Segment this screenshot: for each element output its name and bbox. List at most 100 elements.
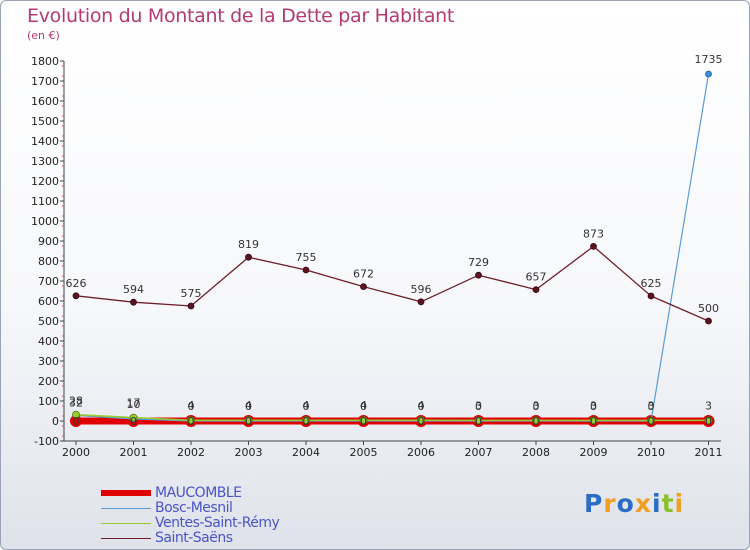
- data-label-bosc-mesnil: 0: [648, 400, 655, 413]
- series-line-bosc-mesnil: [75, 73, 710, 422]
- data-label-maucomble: 0: [533, 415, 540, 428]
- data-label-maucomble: 0: [590, 415, 597, 428]
- logo-letter: r: [603, 489, 617, 518]
- data-labels: 28 10 0 0 0 0 0 0 0 0 0 1735 32 17 4 4 4 4 4 3 3 3 3 3 626 594 575…: [66, 53, 723, 428]
- legend-swatch-ventes-saint-r-my: [101, 523, 151, 524]
- y-tick-label: 1000: [31, 215, 59, 228]
- proxiti-logo: Proxiti: [584, 489, 684, 518]
- data-label-ventes-saint-r-my: 32: [69, 397, 83, 410]
- data-label-saint-sa-ns: 729: [468, 256, 489, 269]
- y-tick-label: 600: [38, 295, 59, 308]
- data-label-ventes-saint-r-my: 3: [648, 399, 655, 412]
- y-tick-label: 1500: [31, 115, 59, 128]
- data-label-maucomble: 0: [648, 415, 655, 428]
- data-point-ventes-saint-r-my: [704, 416, 713, 425]
- data-point-ventes-saint-r-my: [647, 416, 655, 425]
- data-point-saint-sa-ns: [302, 266, 310, 274]
- x-tick-label: 2009: [580, 446, 608, 459]
- data-label-bosc-mesnil: 0: [418, 400, 425, 413]
- y-tick-label: -100: [34, 435, 59, 448]
- data-label-ventes-saint-r-my: 4: [188, 399, 195, 412]
- data-point-saint-sa-ns: [72, 292, 80, 300]
- y-tick-label: 1800: [31, 55, 59, 68]
- legend-swatch-saint-sa-ns: [101, 538, 151, 539]
- data-label-bosc-mesnil: 0: [533, 400, 540, 413]
- data-label-saint-sa-ns: 625: [641, 277, 662, 290]
- x-tick-label: 2004: [292, 446, 320, 459]
- y-tick-label: 200: [38, 375, 59, 388]
- data-label-saint-sa-ns: 672: [353, 268, 374, 281]
- series-lines: [70, 70, 715, 427]
- data-point-bosc-mesnil: [705, 70, 712, 78]
- x-tick-label: 2003: [235, 446, 263, 459]
- series-line-saint-sa-ns: [75, 245, 709, 322]
- x-tick-label: 2000: [62, 446, 90, 459]
- legend-label-saint-sa-ns: Saint-Saëns: [155, 530, 233, 546]
- data-label-saint-sa-ns: 500: [698, 302, 719, 315]
- x-tick-label: 2002: [177, 446, 205, 459]
- data-label-maucomble: 0: [73, 415, 80, 428]
- data-point-saint-sa-ns: [130, 298, 137, 306]
- data-point-saint-sa-ns: [590, 242, 597, 250]
- y-tick-label: 500: [38, 315, 59, 328]
- data-label-ventes-saint-r-my: 3: [705, 399, 712, 412]
- y-tick-label: 300: [38, 355, 59, 368]
- data-point-ventes-saint-r-my: [417, 416, 425, 425]
- data-point-saint-sa-ns: [245, 253, 252, 261]
- y-tick-label: 1300: [31, 155, 59, 168]
- data-label-bosc-mesnil: 0: [360, 400, 367, 413]
- data-point-saint-sa-ns: [187, 302, 195, 310]
- data-label-ventes-saint-r-my: 4: [360, 399, 367, 412]
- data-point-saint-sa-ns: [532, 286, 540, 294]
- data-label-saint-sa-ns: 594: [123, 283, 144, 296]
- y-tick-label: 1100: [31, 195, 59, 208]
- logo-letter: x: [634, 489, 652, 518]
- data-label-bosc-mesnil: 28: [69, 394, 83, 407]
- x-tick-label: 2005: [350, 446, 378, 459]
- data-label-saint-sa-ns: 596: [411, 283, 432, 296]
- axes: -100010020030040050060070080090010001100…: [31, 55, 723, 459]
- y-tick-label: 1700: [31, 75, 59, 88]
- logo-letter: P: [584, 489, 604, 518]
- x-tick-label: 2011: [695, 446, 723, 459]
- data-point-saint-sa-ns: [705, 317, 712, 325]
- y-tick-label: 0: [52, 415, 59, 428]
- data-label-maucomble: 0: [475, 415, 482, 428]
- x-tick-label: 2010: [637, 446, 665, 459]
- data-label-saint-sa-ns: 626: [66, 277, 87, 290]
- data-label-bosc-mesnil: 10: [127, 398, 141, 411]
- y-tick-label: 1400: [31, 135, 59, 148]
- data-point-saint-sa-ns: [647, 292, 655, 300]
- chart-unit: (en €): [27, 29, 60, 42]
- data-label-maucomble: 0: [418, 415, 425, 428]
- legend-swatch-bosc-mesnil: [101, 508, 151, 509]
- data-label-ventes-saint-r-my: 3: [475, 399, 482, 412]
- logo-letter: o: [616, 489, 635, 518]
- series-line-ventes-saint-r-my: [75, 413, 709, 422]
- logo-letter: i: [674, 489, 685, 518]
- data-label-ventes-saint-r-my: 4: [303, 399, 310, 412]
- data-label-maucomble: 0: [130, 415, 137, 428]
- data-label-ventes-saint-r-my: 3: [590, 399, 597, 412]
- data-label-bosc-mesnil: 0: [245, 400, 252, 413]
- logo-letter: t: [661, 489, 675, 518]
- data-label-maucomble: 0: [188, 415, 195, 428]
- y-tick-label: 1200: [31, 175, 59, 188]
- y-tick-label: 100: [38, 395, 59, 408]
- data-label-maucomble: 0: [303, 415, 310, 428]
- data-label-saint-sa-ns: 575: [181, 287, 202, 300]
- legend-swatch-maucomble: [101, 490, 151, 496]
- data-label-maucomble: 0: [360, 415, 367, 428]
- legend-label-bosc-mesnil: Bosc-Mesnil: [155, 500, 233, 516]
- data-point-ventes-saint-r-my: [302, 416, 310, 425]
- logo-letter: i: [652, 489, 662, 518]
- data-label-ventes-saint-r-my: 17: [127, 397, 141, 410]
- data-point-ventes-saint-r-my: [244, 416, 253, 425]
- data-point-ventes-saint-r-my: [589, 416, 598, 425]
- y-tick-label: 900: [38, 235, 59, 248]
- data-point-ventes-saint-r-my: [359, 416, 368, 425]
- data-label-ventes-saint-r-my: 4: [418, 399, 425, 412]
- data-label-bosc-mesnil: 0: [303, 400, 310, 413]
